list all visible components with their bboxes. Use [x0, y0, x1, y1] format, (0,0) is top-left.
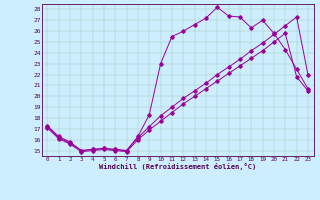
X-axis label: Windchill (Refroidissement éolien,°C): Windchill (Refroidissement éolien,°C) — [99, 164, 256, 170]
